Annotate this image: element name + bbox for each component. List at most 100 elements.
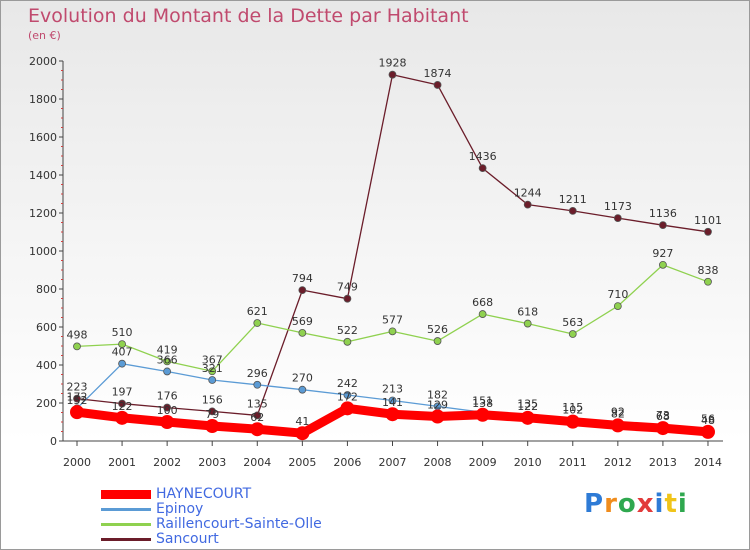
legend-swatch — [101, 490, 151, 499]
data-point — [118, 340, 126, 349]
data-label: 366 — [157, 353, 178, 366]
data-label: 668 — [472, 296, 493, 309]
data-point — [568, 207, 577, 215]
data-point — [659, 221, 667, 230]
logo-letter: i — [654, 489, 665, 519]
data-point — [388, 327, 397, 336]
data-label: 102 — [562, 404, 583, 417]
y-tick-label: 1200 — [29, 207, 57, 220]
data-label: 115 — [562, 401, 583, 414]
data-label: 569 — [292, 315, 313, 328]
data-label: 498 — [67, 328, 88, 341]
series-haynecourt — [70, 401, 715, 441]
data-label: 48 — [701, 414, 715, 427]
data-label: 82 — [611, 407, 625, 420]
y-tick-label: 200 — [36, 397, 57, 410]
data-label: 407 — [112, 346, 133, 359]
data-label: 92 — [611, 406, 625, 419]
y-tick-label: 400 — [36, 359, 57, 372]
legend: HAYNECOURT Epinoy Raillencourt-Sainte-Ol… — [101, 486, 401, 547]
data-label: 321 — [202, 362, 223, 375]
data-point — [70, 405, 84, 420]
x-tick-label: 2000 — [63, 456, 91, 469]
data-point — [253, 411, 262, 420]
data-label: 794 — [292, 272, 313, 285]
data-point — [208, 367, 217, 376]
y-tick-label: 1000 — [29, 245, 57, 258]
x-tick-label: 2002 — [153, 456, 181, 469]
data-label: 1874 — [424, 67, 452, 80]
x-tick-label: 2001 — [108, 456, 136, 469]
x-tick-label: 2009 — [469, 456, 497, 469]
data-point — [250, 422, 265, 437]
logo-letter: i — [677, 489, 688, 519]
data-point — [610, 418, 625, 433]
data-point — [73, 394, 81, 403]
data-label: 1136 — [649, 207, 677, 220]
data-point — [388, 396, 397, 405]
data-point — [433, 81, 442, 89]
data-point — [163, 403, 172, 412]
data-point — [253, 380, 262, 389]
chart-title: Evolution du Montant de la Dette par Hab… — [28, 5, 469, 27]
data-label: 296 — [247, 367, 268, 380]
data-point — [298, 328, 307, 337]
data-label: 419 — [157, 343, 178, 356]
data-label: 100 — [157, 404, 178, 417]
data-point — [205, 418, 220, 433]
data-point — [163, 367, 172, 376]
data-point — [208, 376, 217, 384]
legend-item-sancourt: Sancourt — [101, 531, 401, 547]
legend-swatch — [101, 508, 151, 511]
data-label: 1928 — [378, 57, 406, 70]
data-label: 563 — [562, 316, 583, 329]
x-tick-label: 2004 — [243, 456, 271, 469]
data-label: 618 — [517, 306, 538, 319]
y-tick-label: 800 — [36, 283, 57, 296]
legend-swatch — [101, 523, 151, 526]
data-point — [343, 337, 352, 346]
logo-letter: P — [584, 489, 605, 519]
logo-letter: r — [604, 489, 618, 519]
data-point — [295, 426, 310, 441]
data-point — [340, 401, 355, 416]
legend-item-epinoy: Epinoy — [101, 501, 401, 517]
data-label: 1101 — [694, 214, 722, 227]
data-point — [385, 407, 400, 422]
data-label: 62 — [250, 411, 264, 424]
data-label: 1436 — [469, 150, 497, 163]
legend-label: HAYNECOURT — [156, 486, 252, 502]
y-tick-label: 600 — [36, 321, 57, 334]
data-label: 182 — [427, 388, 448, 401]
data-label: 138 — [472, 397, 493, 410]
data-point — [430, 409, 445, 424]
data-label: 526 — [427, 323, 448, 336]
data-label: 156 — [202, 393, 223, 406]
data-label: 710 — [607, 288, 628, 301]
data-label: 927 — [652, 247, 673, 260]
series-raillencourt-sainte-olle — [73, 260, 712, 376]
data-label: 68 — [656, 410, 670, 423]
y-tick-label: 1800 — [29, 93, 57, 106]
legend-swatch — [101, 538, 151, 541]
data-point — [163, 357, 172, 366]
data-label: 367 — [202, 353, 223, 366]
data-point — [478, 164, 487, 173]
legend-label: Epinoy — [156, 501, 204, 517]
data-label: 223 — [67, 381, 88, 394]
data-point — [704, 227, 712, 236]
legend-label: Sancourt — [156, 531, 219, 547]
data-point — [115, 410, 130, 425]
data-point — [118, 359, 126, 368]
data-point — [568, 330, 577, 338]
data-label: 56 — [701, 412, 715, 425]
data-label: 522 — [337, 324, 358, 337]
x-tick-label: 2003 — [198, 456, 226, 469]
data-label: 577 — [382, 313, 403, 326]
data-point — [253, 319, 262, 327]
legend-label: Raillencourt-Sainte-Olle — [156, 516, 322, 532]
logo-letter: x — [636, 489, 655, 519]
data-label: 1173 — [604, 200, 632, 213]
x-tick-label: 2012 — [604, 456, 632, 469]
